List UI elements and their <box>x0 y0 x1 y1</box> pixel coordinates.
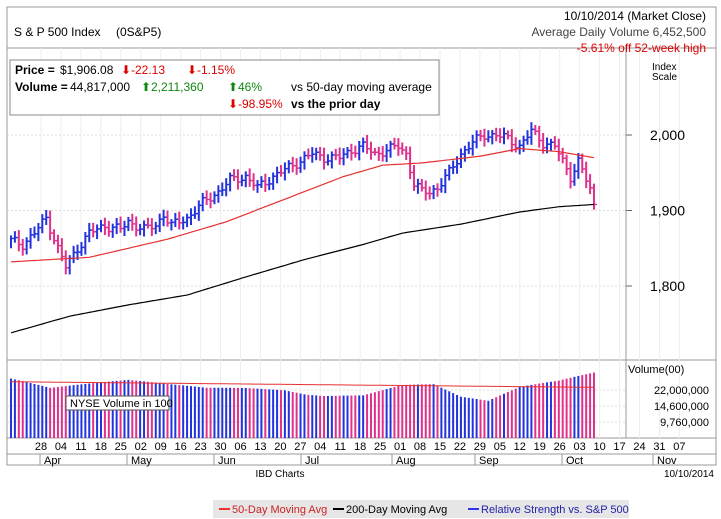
vs-50-day-label: vs 50-day moving average <box>291 80 432 94</box>
date-tick-label: 17 <box>613 441 625 453</box>
date-tick-label: 10 <box>593 441 605 453</box>
axis-labels: 28 04 11 18 25 02 09 16 23 30 06 13 20 27 04 11 18 25 01 08… <box>35 127 709 467</box>
date-tick-label: 01 <box>394 441 406 453</box>
date-tick-label: 30 <box>214 441 226 453</box>
date-tick-label: 13 <box>254 441 266 453</box>
volume-bars <box>10 372 595 438</box>
legend-bar <box>213 500 629 518</box>
price-tick-label: 2,000 <box>650 127 685 143</box>
index-symbol: (0S&P5) <box>116 25 161 39</box>
date-tick-label: 16 <box>175 441 187 453</box>
date-tick-label: 26 <box>554 441 566 453</box>
index-scale-label-1: Index <box>652 62 676 73</box>
chart-date: 10/10/2014 (Market Close) <box>564 9 706 23</box>
price-label: Price = <box>15 63 55 77</box>
date-tick-label: 07 <box>673 441 685 453</box>
price-tick-label: 1,900 <box>650 203 685 219</box>
month-label: Apr <box>44 455 61 467</box>
stats-box <box>9 59 440 116</box>
month-label: May <box>131 455 152 467</box>
date-tick-label: 19 <box>534 441 546 453</box>
volume-change-pct-arrow: ⬆ <box>228 80 238 94</box>
date-tick-label: 06 <box>234 441 246 453</box>
date-tick-label: 04 <box>314 441 326 453</box>
date-tick-label: 31 <box>653 441 665 453</box>
date-tick-label: 25 <box>374 441 386 453</box>
date-tick-label: 02 <box>135 441 147 453</box>
date-tick-label: 23 <box>194 441 206 453</box>
month-label: Jun <box>218 455 236 467</box>
date-tick-label: 15 <box>434 441 446 453</box>
average-volume: Average Daily Volume 6,452,500 <box>531 25 706 39</box>
volume-tick-label: 14,600,000 <box>654 401 709 413</box>
date-tick-label: 04 <box>55 441 67 453</box>
date-tick-label: 05 <box>494 441 506 453</box>
volume-change-pct: 46% <box>238 80 262 94</box>
volume-tick-label: 22,000,000 <box>654 385 709 397</box>
volume-value: 44,817,000 <box>70 80 130 94</box>
date-tick-label: 12 <box>514 441 526 453</box>
price-bars <box>10 122 597 275</box>
source-label: IBD Charts <box>256 469 305 480</box>
date-tick-label: 03 <box>574 441 586 453</box>
date-tick-label: 24 <box>633 441 645 453</box>
date-tick-label: 18 <box>95 441 107 453</box>
legend-rs: Relative Strength vs. S&P 500 <box>481 504 629 516</box>
volume-tick-label: 9,760,000 <box>660 417 709 429</box>
price-change: -22.13 <box>131 63 165 77</box>
date-tick-label: 29 <box>474 441 486 453</box>
volume-label: Volume = <box>15 80 68 94</box>
volume-change-arrow: ⬆ <box>141 80 151 94</box>
nyse-volume-box <box>65 395 170 411</box>
prior-day-arrow: ⬇ <box>228 97 238 111</box>
month-label: Jul <box>305 455 319 467</box>
price-value: $1,906.08 <box>60 63 114 77</box>
vs-prior-day-label: vs the prior day <box>291 97 381 111</box>
index-scale-label-2: Scale <box>652 72 677 83</box>
volume-scale-label: Volume(00) <box>628 364 684 376</box>
month-label: Nov <box>657 455 677 467</box>
volume-average-line <box>11 381 594 388</box>
price-tick-label: 1,800 <box>650 278 685 294</box>
date-tick-label: 08 <box>414 441 426 453</box>
nyse-volume-label: NYSE Volume in 100 <box>70 398 173 410</box>
ma50-line <box>10 147 595 263</box>
price-change-arrow: ⬇ <box>121 63 131 77</box>
price-change-pct: -1.15% <box>197 63 235 77</box>
month-label: Oct <box>566 455 583 467</box>
legend-ma50: 50-Day Moving Avg <box>232 504 327 516</box>
price-change-pct-arrow: ⬇ <box>187 63 197 77</box>
month-label: Sep <box>479 455 499 467</box>
date-tick-label: 20 <box>274 441 286 453</box>
off-52-week-high: -5.61% off 52-week high <box>577 41 706 55</box>
prior-day-pct: -98.95% <box>238 97 283 111</box>
date-tick-label: 25 <box>115 441 127 453</box>
volume-change: 2,211,360 <box>151 80 204 94</box>
ma200-line <box>10 203 595 334</box>
date-tick-label: 27 <box>294 441 306 453</box>
index-name: S & P 500 Index <box>14 25 101 39</box>
date-tick-label: 09 <box>155 441 167 453</box>
date-tick-label: 28 <box>35 441 47 453</box>
footer-date: 10/10/2014 <box>664 469 714 480</box>
chart-frame <box>6 6 717 466</box>
month-label: Aug <box>396 455 416 467</box>
moving-average-lines <box>10 147 595 334</box>
date-tick-label: 22 <box>454 441 466 453</box>
date-tick-label: 11 <box>75 441 86 453</box>
legend-ma200: 200-Day Moving Avg <box>346 504 447 516</box>
date-tick-label: 18 <box>354 441 366 453</box>
date-tick-label: 11 <box>335 441 346 453</box>
